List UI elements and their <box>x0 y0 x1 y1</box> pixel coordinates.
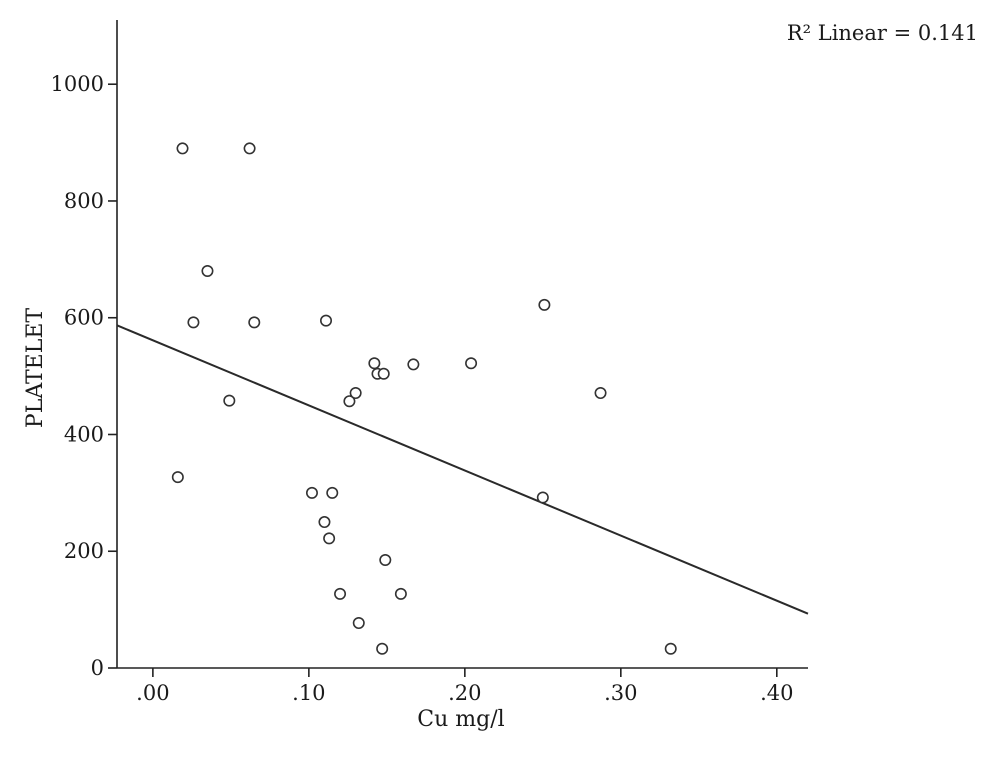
x-tick-label: .30 <box>604 681 637 705</box>
data-point <box>594 387 607 400</box>
data-point <box>326 486 339 499</box>
data-points <box>171 142 677 655</box>
data-point <box>343 395 356 408</box>
data-point <box>248 316 261 329</box>
data-point <box>536 491 549 504</box>
y-tick-label: 800 <box>64 189 104 213</box>
regression-line <box>116 324 809 615</box>
data-point <box>465 357 478 370</box>
y-axis-label: PLATELET <box>23 308 48 428</box>
y-tick-label: 0 <box>91 656 104 680</box>
x-axis-label: Cu mg/l <box>417 707 504 732</box>
data-point <box>176 142 189 155</box>
data-point <box>352 617 365 630</box>
x-tick-label: .00 <box>136 681 169 705</box>
y-tick-label: 400 <box>64 422 104 446</box>
data-point <box>349 387 362 400</box>
data-point <box>318 516 331 529</box>
data-point <box>223 394 236 407</box>
data-point <box>379 553 392 566</box>
x-ticks: .00 .10 .20 .30 .40 <box>136 668 794 705</box>
y-tick-label: 200 <box>64 539 104 563</box>
data-point <box>334 587 347 600</box>
data-point <box>407 358 420 371</box>
y-ticks: 0 200 400 600 800 1000 <box>51 72 117 680</box>
y-tick-label: 600 <box>64 306 104 330</box>
x-tick-label: .40 <box>760 681 793 705</box>
y-tick-label: 1000 <box>51 72 104 96</box>
data-point <box>368 357 381 370</box>
axes: 0 200 400 600 800 1000 .00 .10 .20 .30 .40 <box>51 20 808 705</box>
x-tick-label: .10 <box>292 681 325 705</box>
data-point <box>171 471 184 484</box>
data-point <box>323 532 336 545</box>
x-tick-label: .20 <box>448 681 481 705</box>
data-point <box>394 587 407 600</box>
data-point <box>201 265 214 278</box>
data-point <box>538 298 551 311</box>
data-point <box>664 642 677 655</box>
data-point <box>320 314 333 327</box>
r-squared-annotation: R² Linear = 0.141 <box>787 21 978 45</box>
data-point <box>376 642 389 655</box>
data-point <box>243 142 256 155</box>
data-point <box>187 316 200 329</box>
data-point <box>377 367 390 380</box>
data-point <box>305 486 318 499</box>
